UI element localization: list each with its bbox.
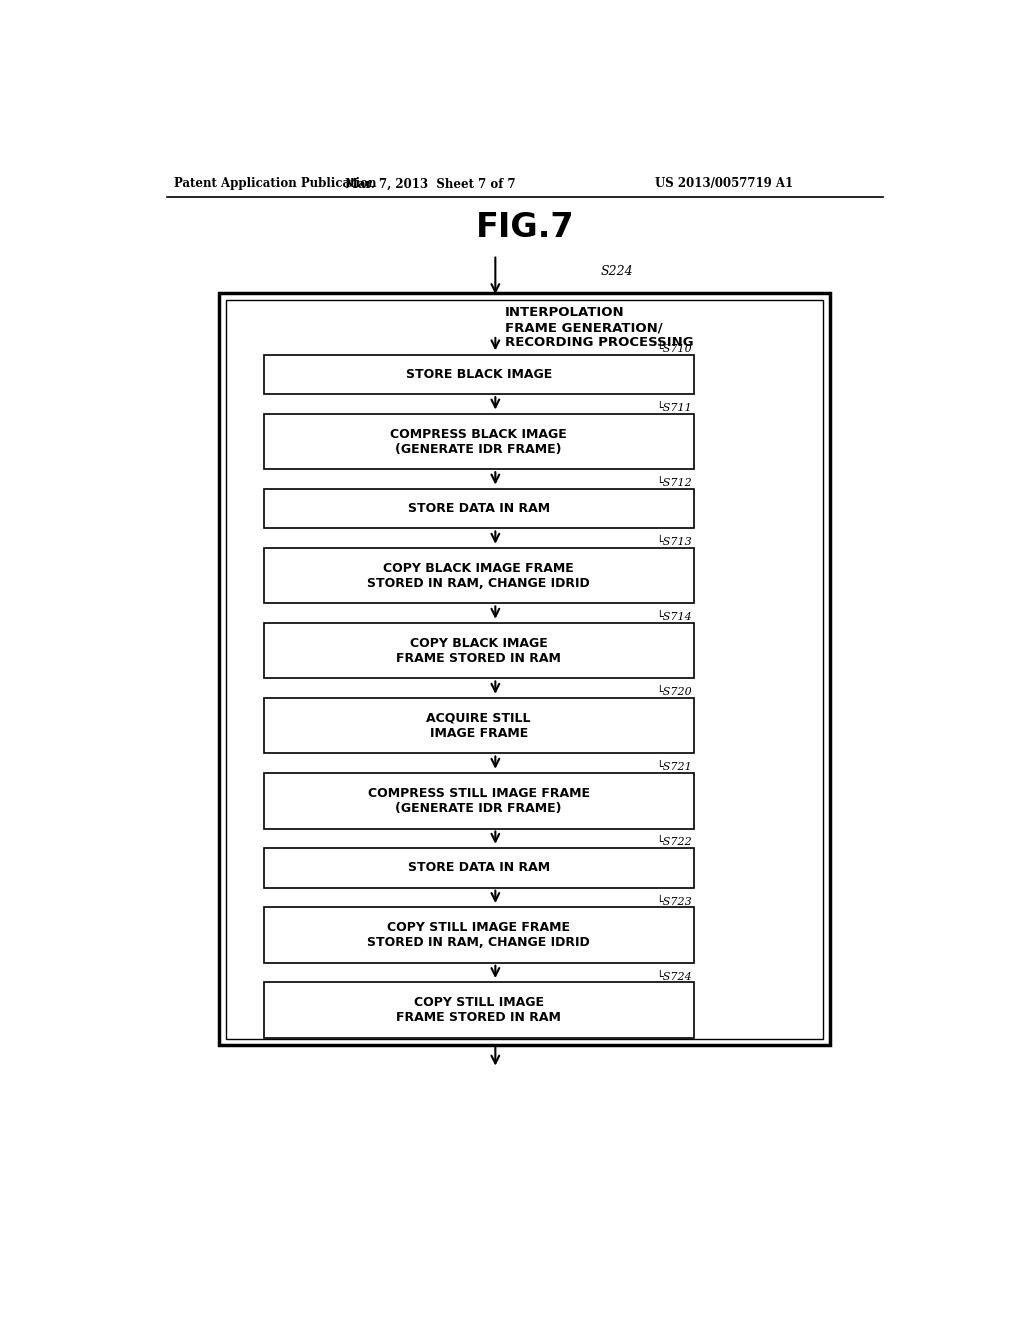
Bar [263, 355, 693, 395]
Text: COPY BLACK IMAGE
FRAME STORED IN RAM: COPY BLACK IMAGE FRAME STORED IN RAM [396, 636, 561, 665]
Text: └S724: └S724 [656, 972, 692, 982]
Text: S224: S224 [601, 265, 634, 277]
Bar [219, 293, 830, 1045]
Text: FIG.7: FIG.7 [475, 211, 574, 244]
Bar [263, 774, 693, 829]
Text: └S720: └S720 [656, 688, 692, 697]
Bar [263, 982, 693, 1038]
Text: STORE DATA IN RAM: STORE DATA IN RAM [408, 502, 550, 515]
Text: COPY BLACK IMAGE FRAME
STORED IN RAM, CHANGE IDRID: COPY BLACK IMAGE FRAME STORED IN RAM, CH… [368, 562, 590, 590]
Text: └S710: └S710 [656, 345, 692, 354]
Text: └S711: └S711 [656, 403, 692, 413]
Text: Mar. 7, 2013  Sheet 7 of 7: Mar. 7, 2013 Sheet 7 of 7 [345, 177, 515, 190]
Bar [226, 300, 823, 1039]
Text: └S713: └S713 [656, 537, 692, 548]
Text: US 2013/0057719 A1: US 2013/0057719 A1 [655, 177, 794, 190]
Bar [263, 488, 693, 528]
Text: └S712: └S712 [656, 478, 692, 488]
Text: INTERPOLATION
FRAME GENERATION/
RECORDING PROCESSING: INTERPOLATION FRAME GENERATION/ RECORDIN… [505, 306, 693, 350]
Bar [263, 548, 693, 603]
Text: Patent Application Publication: Patent Application Publication [174, 177, 377, 190]
Bar [263, 414, 693, 469]
Text: └S721: └S721 [656, 763, 692, 772]
Text: COPY STILL IMAGE FRAME
STORED IN RAM, CHANGE IDRID: COPY STILL IMAGE FRAME STORED IN RAM, CH… [368, 921, 590, 949]
Text: STORE BLACK IMAGE: STORE BLACK IMAGE [406, 368, 552, 381]
Bar [263, 907, 693, 962]
Text: └S723: └S723 [656, 896, 692, 907]
Text: COMPRESS BLACK IMAGE
(GENERATE IDR FRAME): COMPRESS BLACK IMAGE (GENERATE IDR FRAME… [390, 428, 567, 455]
Text: COPY STILL IMAGE
FRAME STORED IN RAM: COPY STILL IMAGE FRAME STORED IN RAM [396, 997, 561, 1024]
Bar [263, 623, 693, 678]
Bar [263, 698, 693, 754]
Text: └S722: └S722 [656, 837, 692, 847]
Text: COMPRESS STILL IMAGE FRAME
(GENERATE IDR FRAME): COMPRESS STILL IMAGE FRAME (GENERATE IDR… [368, 787, 590, 814]
Bar [263, 849, 693, 888]
Text: ACQUIRE STILL
IMAGE FRAME: ACQUIRE STILL IMAGE FRAME [426, 711, 530, 739]
Text: STORE DATA IN RAM: STORE DATA IN RAM [408, 862, 550, 874]
Text: └S714: └S714 [656, 612, 692, 623]
